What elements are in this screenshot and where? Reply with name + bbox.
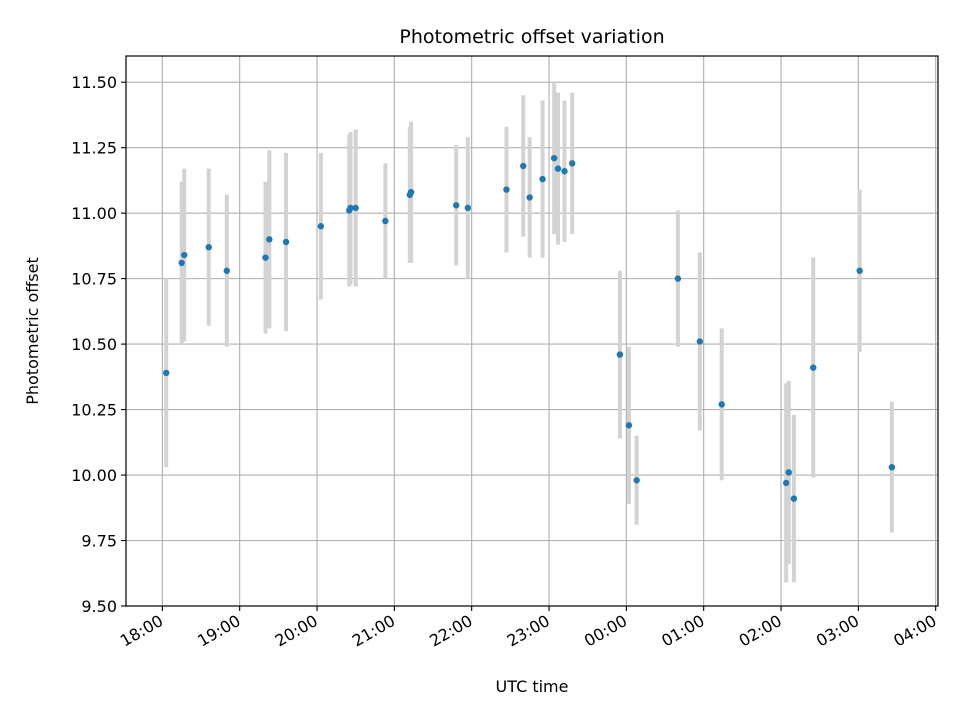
y-tick-label: 11.00 (71, 204, 117, 223)
data-point (352, 204, 359, 212)
data-point (696, 338, 704, 345)
plot-frame (125, 55, 939, 607)
data-point (503, 186, 510, 193)
y-tick-label: 10.00 (71, 466, 117, 485)
data-point (569, 160, 576, 167)
data-point (616, 351, 624, 358)
data-point (526, 194, 533, 201)
data-point (181, 251, 188, 259)
data-point (888, 463, 896, 471)
data-point (266, 236, 273, 243)
data-point (205, 243, 212, 251)
y-tick-label: 10.75 (71, 270, 117, 289)
data-point (453, 202, 460, 209)
data-point (856, 267, 863, 274)
data-point (782, 479, 790, 487)
data-point (554, 165, 562, 172)
data-point (407, 188, 415, 196)
data-point (633, 477, 640, 484)
data-point (520, 162, 527, 170)
data-point (282, 238, 290, 246)
data-point (790, 495, 798, 502)
y-tick-label: 11.25 (71, 139, 117, 158)
y-tick-label: 11.50 (71, 73, 117, 92)
x-axis-label: UTC time (496, 677, 569, 696)
data-point (674, 275, 682, 282)
data-point (464, 204, 472, 212)
data-point (262, 254, 269, 261)
data-point (561, 168, 568, 175)
data-point (539, 175, 546, 183)
data-point (625, 422, 633, 429)
y-axis-ticks: 9.50 9.75 10.00 10.25 10.50 10.75 11.00 11.25 11… (71, 73, 126, 616)
data-point (347, 204, 354, 212)
chart-title: Photometric offset variation (399, 26, 664, 48)
data-point (382, 217, 389, 225)
y-axis-label: Photometric offset (23, 257, 42, 405)
y-tick-label: 10.50 (71, 335, 117, 354)
data-point (223, 267, 230, 274)
y-tick-label: 9.75 (81, 532, 117, 551)
data-point (810, 364, 817, 371)
data-point (550, 154, 558, 162)
data-point (178, 259, 185, 267)
data-point (163, 369, 170, 377)
y-tick-label: 10.25 (71, 401, 117, 420)
data-point (317, 223, 325, 230)
y-tick-label: 9.50 (81, 597, 117, 616)
data-point (718, 401, 725, 408)
data-point (785, 469, 792, 476)
data-points (163, 154, 896, 502)
